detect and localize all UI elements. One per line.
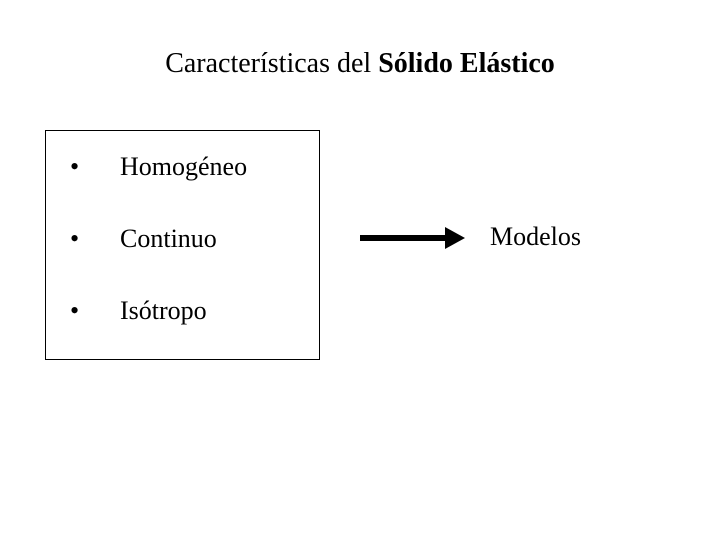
slide-title: Características del Sólido Elástico xyxy=(0,48,720,80)
list-item: • Continuo xyxy=(70,224,247,254)
list-item-label: Homogéneo xyxy=(120,152,247,182)
title-plain: Características del xyxy=(165,48,378,79)
slide: Características del Sólido Elástico • Ho… xyxy=(0,0,720,540)
list-item: • Isótropo xyxy=(70,296,247,326)
characteristics-list: • Homogéneo • Continuo • Isótropo xyxy=(70,152,247,326)
list-item-label: Isótropo xyxy=(120,296,207,326)
bullet-icon: • xyxy=(70,296,120,326)
title-bold: Sólido Elástico xyxy=(378,48,555,79)
bullet-icon: • xyxy=(70,224,120,254)
arrow-head xyxy=(445,227,465,249)
bullet-icon: • xyxy=(70,152,120,182)
list-item-label: Continuo xyxy=(120,224,217,254)
result-label: Modelos xyxy=(490,222,581,252)
list-item: • Homogéneo xyxy=(70,152,247,182)
arrow-shaft xyxy=(360,235,445,241)
